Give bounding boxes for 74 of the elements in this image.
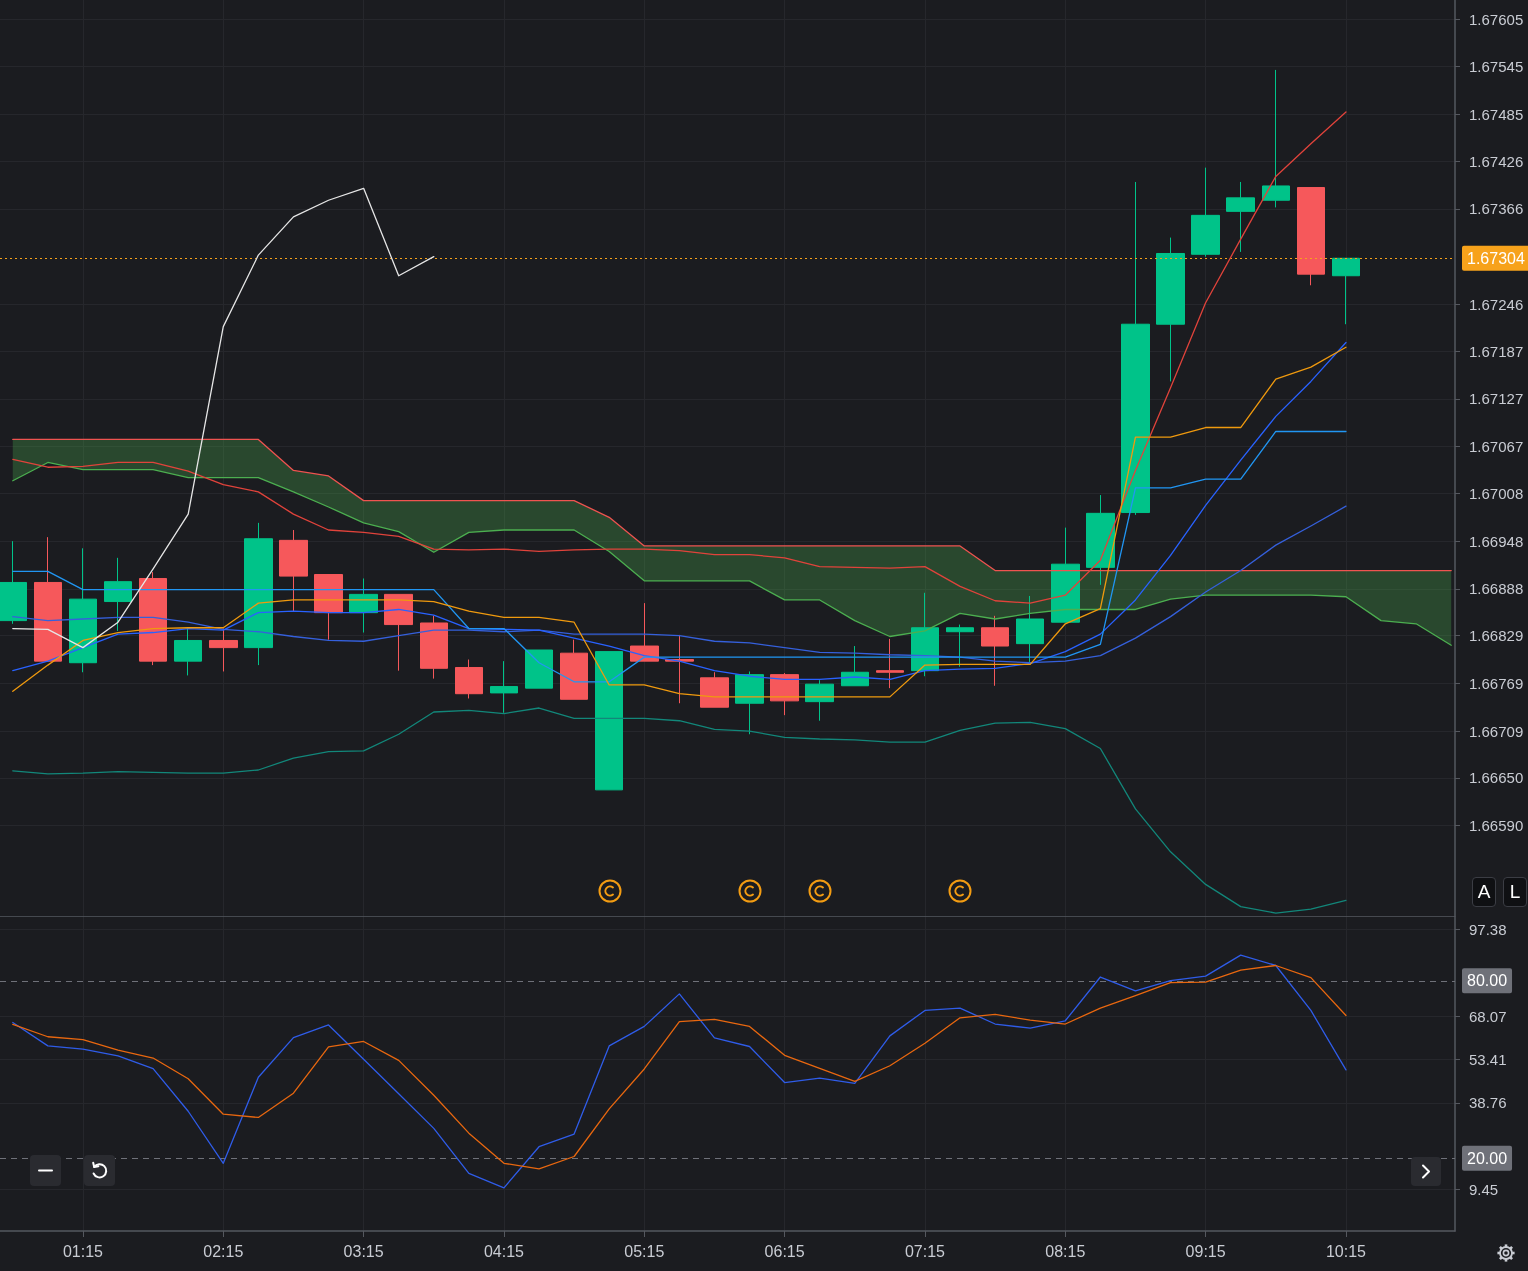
x-tick-label: 01:15 bbox=[62, 1242, 104, 1260]
candlestick bbox=[560, 639, 588, 700]
y-tick-label: 68.07 bbox=[1469, 1007, 1507, 1025]
y-tick-label: 1.66769 bbox=[1469, 674, 1524, 692]
x-tick-label: 04:15 bbox=[483, 1242, 525, 1260]
candlestick bbox=[700, 671, 729, 708]
ref-line-label: 1.67304 bbox=[1467, 249, 1525, 267]
y-tick-label: 1.67187 bbox=[1469, 342, 1524, 360]
candlestick bbox=[490, 660, 518, 714]
candlestick bbox=[244, 522, 273, 666]
candlestick bbox=[0, 540, 27, 625]
y-tick-label: 97.38 bbox=[1469, 920, 1507, 938]
ref-line-label: 20.00 bbox=[1467, 1149, 1508, 1167]
x-tick-label: 03:15 bbox=[343, 1242, 384, 1260]
y-tick-label: 1.67605 bbox=[1469, 10, 1524, 28]
candlestick bbox=[1332, 257, 1360, 325]
x-tick-label: 09:15 bbox=[1185, 1242, 1226, 1260]
candlestick bbox=[34, 536, 62, 662]
y-tick-label: 1.67246 bbox=[1469, 295, 1524, 313]
candlestick bbox=[876, 638, 904, 689]
line-series bbox=[12, 430, 1347, 683]
y-tick-label: 1.67127 bbox=[1469, 390, 1524, 408]
x-tick-label: 07:15 bbox=[904, 1242, 946, 1260]
y-tick-label: 53.41 bbox=[1469, 1050, 1507, 1068]
line-series bbox=[12, 111, 1347, 604]
y-tick-label: 1.67008 bbox=[1469, 484, 1524, 502]
candlestick bbox=[1051, 527, 1080, 623]
x-tick-label: 06:15 bbox=[764, 1242, 805, 1260]
text: L bbox=[1503, 877, 1527, 907]
x-tick-label: 02:15 bbox=[203, 1242, 244, 1260]
candlestick bbox=[209, 628, 238, 672]
candlestick bbox=[69, 547, 97, 673]
candlestick bbox=[1297, 187, 1325, 286]
candlestick bbox=[104, 557, 132, 632]
candlestick bbox=[279, 529, 308, 612]
y-tick-label: 1.66888 bbox=[1469, 580, 1524, 598]
candlestick bbox=[1121, 181, 1150, 516]
y-tick-label: 38.76 bbox=[1469, 1094, 1507, 1112]
candlestick bbox=[1226, 181, 1255, 253]
candlestick bbox=[1191, 167, 1220, 258]
candlestick bbox=[595, 651, 623, 791]
y-tick-label: 1.67485 bbox=[1469, 105, 1524, 123]
line-series bbox=[12, 438, 1452, 572]
y-tick-label: 1.67067 bbox=[1469, 438, 1524, 456]
x-tick-label: 10:15 bbox=[1325, 1242, 1367, 1260]
y-tick-label: 1.66590 bbox=[1469, 817, 1524, 835]
x-tick-label: 08:15 bbox=[1045, 1242, 1086, 1260]
x-tick-label: 05:15 bbox=[624, 1242, 665, 1260]
candlestick bbox=[525, 649, 553, 689]
line-series bbox=[12, 707, 1347, 914]
candlestick bbox=[946, 624, 974, 668]
y-tick-label: 1.67545 bbox=[1469, 58, 1524, 76]
y-tick-label: 1.66829 bbox=[1469, 627, 1524, 645]
candlestick bbox=[1086, 494, 1115, 586]
text: A bbox=[1472, 877, 1496, 907]
y-tick-label: 9.45 bbox=[1469, 1180, 1499, 1198]
candlestick bbox=[420, 615, 448, 680]
y-tick-label: 1.66948 bbox=[1469, 532, 1524, 550]
candlestick bbox=[384, 593, 413, 672]
y-tick-label: 1.66709 bbox=[1469, 722, 1524, 740]
candlestick bbox=[139, 571, 167, 666]
candlestick bbox=[981, 615, 1009, 687]
y-tick-label: 1.67426 bbox=[1469, 152, 1524, 170]
y-tick-label: 1.67366 bbox=[1469, 200, 1524, 218]
candlestick bbox=[1016, 595, 1044, 663]
candlestick bbox=[455, 659, 483, 699]
y-tick-label: 1.66650 bbox=[1469, 769, 1524, 787]
line-series bbox=[12, 505, 1347, 664]
candlestick bbox=[1262, 69, 1290, 208]
candlestick bbox=[174, 627, 202, 676]
candlestick bbox=[841, 645, 869, 687]
candlestick bbox=[1156, 237, 1185, 382]
line-series bbox=[12, 187, 435, 649]
ref-line-label: 80.00 bbox=[1467, 972, 1508, 990]
